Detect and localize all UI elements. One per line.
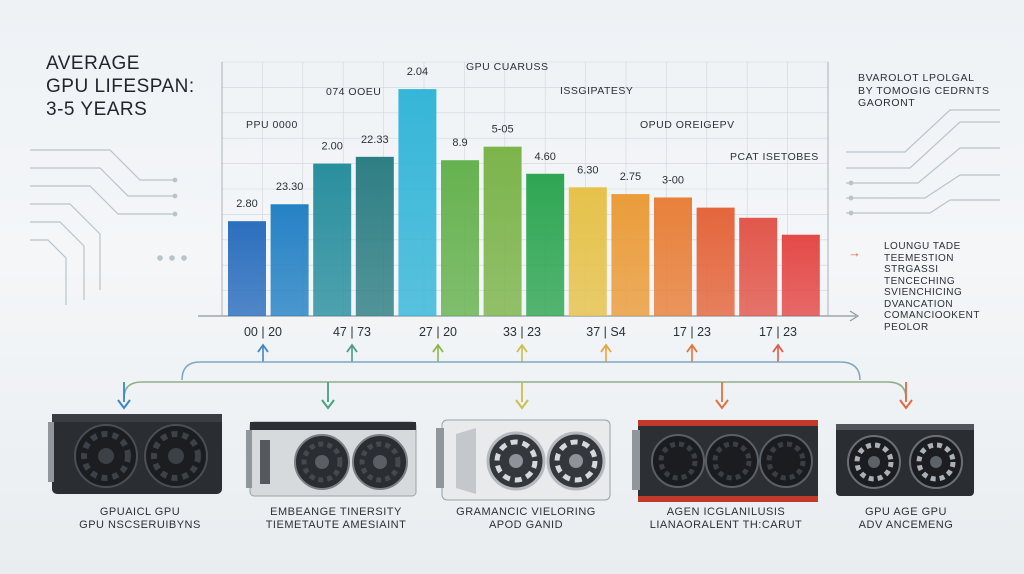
title-line-2: GPU LIFESPAN: [46, 76, 195, 97]
bar-7 [483, 146, 522, 316]
chart-annotation: ISSGIPATESY [560, 85, 633, 97]
bar-6 [441, 160, 479, 316]
x-tick-label: 17 | 23 [759, 325, 797, 339]
gpu-card-caption-5: GPU AGE GPU ADV ANCEMENG [806, 506, 1006, 532]
chart-value-labels: 2.80 23.30 2.00 22.33 2.04 8.9 5-05 4.60 6.30 2.7… [236, 66, 684, 210]
bar-10 [611, 194, 650, 316]
arrow-down-icon [899, 399, 913, 410]
gpu-card-caption-3: GRAMANCIC VIELORING APOD GANID [426, 506, 626, 532]
caption-line: APOD GANID [488, 519, 564, 531]
chart-x-ticks: 00 | 20 47 | 73 27 | 20 33 | 23 37 | S4 17 | … [244, 325, 797, 339]
caption-line: GPU AGE GPU [865, 506, 947, 518]
bar-value-label: 2.80 [236, 198, 257, 210]
bar-value-label: 3-00 [662, 174, 684, 186]
x-tick-label: 27 | 20 [419, 325, 457, 339]
legend-item: TEEMESTION [884, 252, 955, 264]
bar-value-label: 4.60 [534, 151, 555, 163]
gpu-card-image-1 [48, 414, 222, 494]
legend-item: COMANCIOOKENT [884, 310, 980, 321]
x-axis-arrow-icon [849, 310, 860, 322]
x-tick-label: 00 | 20 [244, 325, 282, 339]
caption-line: ADV ANCEMENG [858, 519, 954, 531]
legend-item: PEOLOR [884, 321, 929, 333]
caption-line: LIANAORALENT TH:CARUT [649, 519, 803, 531]
legend-item: LOUNGU TADE [884, 241, 961, 252]
arrow-right-icon: → [848, 245, 861, 260]
gpu-card-image-5 [836, 424, 974, 496]
arrow-down-icon [715, 399, 729, 410]
bar-value-label: 2.00 [321, 141, 342, 153]
bar-9 [568, 187, 607, 316]
side-note-line: BVAROLOT LPOLGAL [858, 72, 975, 84]
legend-item: STRGASSI [884, 264, 939, 275]
legend-item: TENCECHING [884, 275, 956, 287]
x-tick-label: 37 | S4 [586, 325, 625, 339]
x-tick-label: 17 | 23 [673, 325, 711, 339]
bar-3 [313, 163, 352, 316]
bar-4 [355, 156, 394, 316]
chart-connectors [117, 343, 913, 410]
caption-line: GPUAICL GPU [99, 506, 181, 518]
bar-11 [654, 197, 692, 316]
chart-annotation: OPUD OREIGEPV [640, 119, 735, 131]
bar-1 [228, 221, 266, 316]
bar-value-label: 2.75 [620, 171, 641, 183]
gpu-card-caption-1: GPUAICL GPU GPU NSCSERUIBYNS [40, 506, 240, 532]
legend-item: DVANCATION [884, 298, 954, 310]
caption-line: GPU NSCSERUIBYNS [79, 519, 201, 531]
bar-8 [526, 173, 565, 316]
chart-annotation: PCAT ISETOBES [730, 151, 819, 163]
gpu-card-image-3 [436, 419, 611, 501]
legend-list: LOUNGU TADE TEEMESTION STRGASSI TENCECHI… [884, 241, 980, 333]
chart-annotation: GPU CUARUSS [466, 61, 549, 73]
bar-5 [398, 89, 437, 317]
bar-value-label: 2.04 [407, 66, 428, 78]
gpu-card-image-4 [632, 420, 818, 502]
gpu-card-caption-4: AGEN ICGLANILUSIS LIANAORALENT TH:CARUT [626, 506, 826, 532]
side-note-line: GAORONT [858, 97, 916, 109]
arrow-down-icon [515, 399, 529, 410]
bar-value-label: 23.30 [276, 181, 304, 193]
x-tick-label: 47 | 73 [333, 325, 371, 339]
bar-13 [739, 217, 778, 316]
chart-annotations: GPU CUARUSS 074 OOEU ISSGIPATESY PPU 0000 OP… [246, 61, 819, 163]
title-line-1: AVERAGE [46, 53, 140, 74]
bar-value-label: 6.30 [577, 164, 598, 176]
connector-lower [123, 381, 907, 399]
title-line-3: 3-5 YEARS [46, 99, 148, 120]
legend-item: SVIENCHICING [884, 287, 963, 298]
bar-12 [696, 207, 735, 316]
bar-14 [781, 234, 820, 316]
connector-upper [181, 361, 861, 381]
gpu-card-caption-2: EMBEANGE TINERSITY TIEMETAUTE AMESIAINT [236, 506, 436, 532]
x-tick-label: 33 | 23 [503, 325, 541, 339]
gpu-card-image-2 [246, 421, 417, 497]
caption-line: TIEMETAUTE AMESIAINT [265, 519, 407, 531]
bar-value-label: 22.33 [361, 134, 389, 146]
page-title: AVERAGE GPU LIFESPAN: 3-5 YEARS [46, 52, 195, 121]
chart-annotation: 074 OOEU [326, 86, 381, 98]
chart-annotation: PPU 0000 [246, 119, 298, 131]
side-note: BVAROLOT LPOLGAL BY TOMOGIG CEDRNTS GAOR… [858, 72, 990, 110]
chart-bars [228, 89, 820, 317]
bar-value-label: 8.9 [452, 137, 467, 149]
caption-line: AGEN ICGLANILUSIS [666, 506, 786, 518]
arrow-down-icon [321, 399, 335, 410]
bar-value-label: 5-05 [492, 124, 514, 136]
bar-2 [270, 204, 309, 316]
caption-line: EMBEANGE TINERSITY [270, 506, 402, 518]
side-note-line: BY TOMOGIG CEDRNTS [858, 84, 990, 97]
arrow-down-icon [117, 399, 131, 410]
caption-line: GRAMANCIC VIELORING [456, 506, 596, 518]
